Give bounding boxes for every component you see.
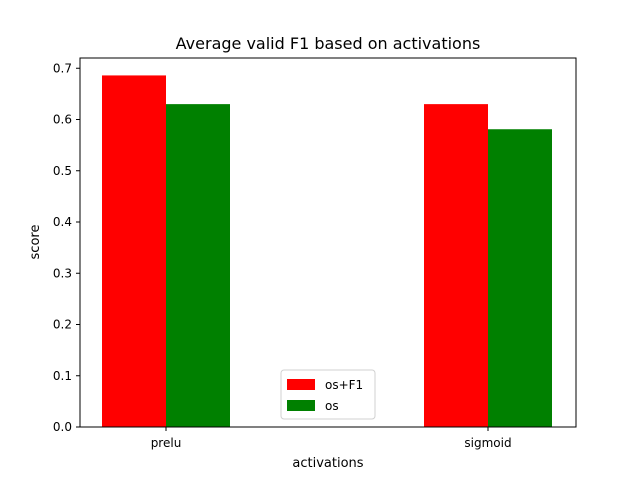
y-tick-label: 0.0 — [53, 420, 72, 434]
y-tick-label: 0.5 — [53, 164, 72, 178]
bars-group — [102, 75, 552, 428]
x-tick-label: sigmoid — [464, 436, 511, 450]
y-axis-label: score — [28, 225, 43, 260]
y-tick-label: 0.6 — [53, 113, 72, 127]
legend-label: os — [325, 399, 339, 413]
legend: os+F1 os — [280, 369, 376, 420]
legend-swatch — [287, 400, 315, 411]
chart-title: Average valid F1 based on activations — [176, 34, 481, 53]
y-axis: 0.0 0.1 0.2 0.3 0.4 0.5 0.6 0.7 — [53, 61, 80, 434]
legend-swatch — [287, 379, 315, 390]
bar-os-sigmoid — [488, 129, 552, 428]
y-tick-label: 0.3 — [53, 266, 72, 280]
y-tick-label: 0.1 — [53, 369, 72, 383]
x-axis-label: activations — [292, 456, 363, 471]
legend-label: os+F1 — [325, 378, 363, 392]
bar-os-prelu — [166, 104, 230, 427]
bar-os-f1-prelu — [102, 75, 166, 428]
x-tick-label: prelu — [151, 436, 182, 450]
y-tick-label: 0.7 — [53, 61, 72, 75]
y-tick-label: 0.2 — [53, 318, 72, 332]
bar-os-f1-sigmoid — [424, 104, 488, 427]
x-axis: prelu sigmoid — [151, 427, 512, 450]
plot-frame — [79, 57, 577, 428]
y-tick-label: 0.4 — [53, 215, 72, 229]
